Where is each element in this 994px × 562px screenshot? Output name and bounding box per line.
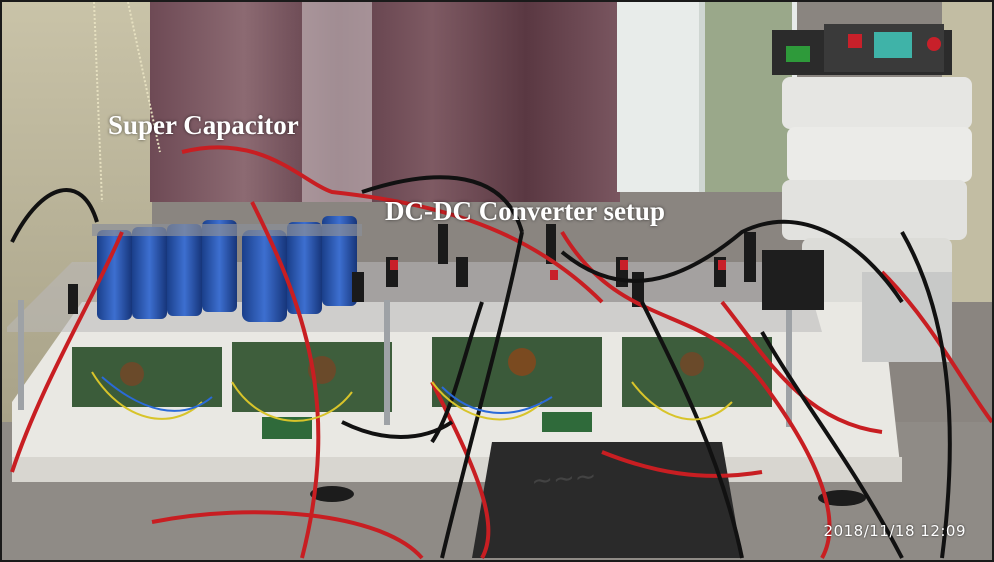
buck-box (472, 442, 742, 558)
curtain (150, 2, 620, 202)
banana-terminals (68, 224, 756, 314)
super-capacitor-label: Super Capacitor (108, 110, 299, 140)
heatsink-unit (862, 272, 952, 362)
super-capacitor-bank (92, 216, 362, 322)
black-wires (10, 175, 952, 559)
buck-box-scrawl: ~~~ (530, 461, 598, 497)
standoff-posts (18, 300, 792, 427)
black-enclosure (762, 250, 824, 310)
dcdc-converter-label: DC-DC Converter setup (385, 196, 665, 226)
pull-chain (93, 2, 161, 203)
power-supply-module (772, 24, 952, 75)
photo-timestamp: 2018/11/18 12:09 (823, 522, 966, 540)
